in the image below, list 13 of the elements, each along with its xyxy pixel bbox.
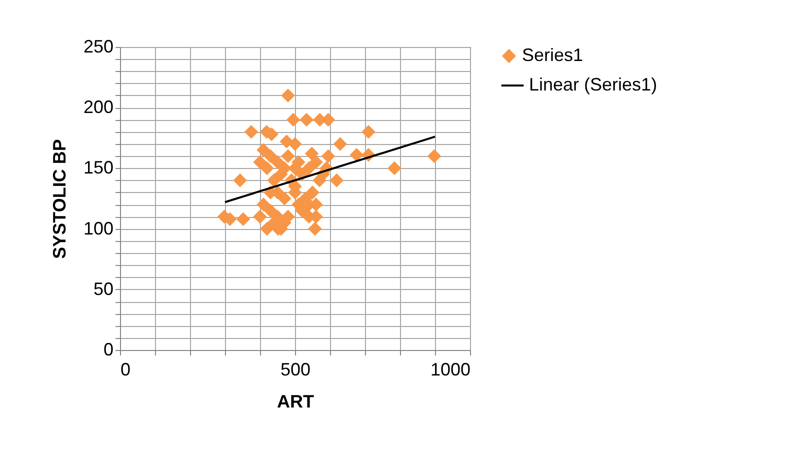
y-tick-label: 100 xyxy=(83,218,114,238)
y-tick-label: 0 xyxy=(103,340,114,360)
x-tick-label: 1000 xyxy=(430,360,470,380)
y-tick-label: 200 xyxy=(83,97,114,118)
x-axis-title: ART xyxy=(277,392,314,412)
legend-label: Linear (Series1) xyxy=(529,74,658,94)
x-tick-label: 500 xyxy=(280,360,311,380)
y-tick-label: 150 xyxy=(83,158,114,178)
legend-label: Series1 xyxy=(522,45,584,65)
x-tick-label: 0 xyxy=(120,360,131,380)
y-tick-label: 250 xyxy=(83,36,114,56)
y-axis-title: SYSTOLIC BP xyxy=(49,139,70,259)
y-tick-label: 50 xyxy=(93,278,114,299)
